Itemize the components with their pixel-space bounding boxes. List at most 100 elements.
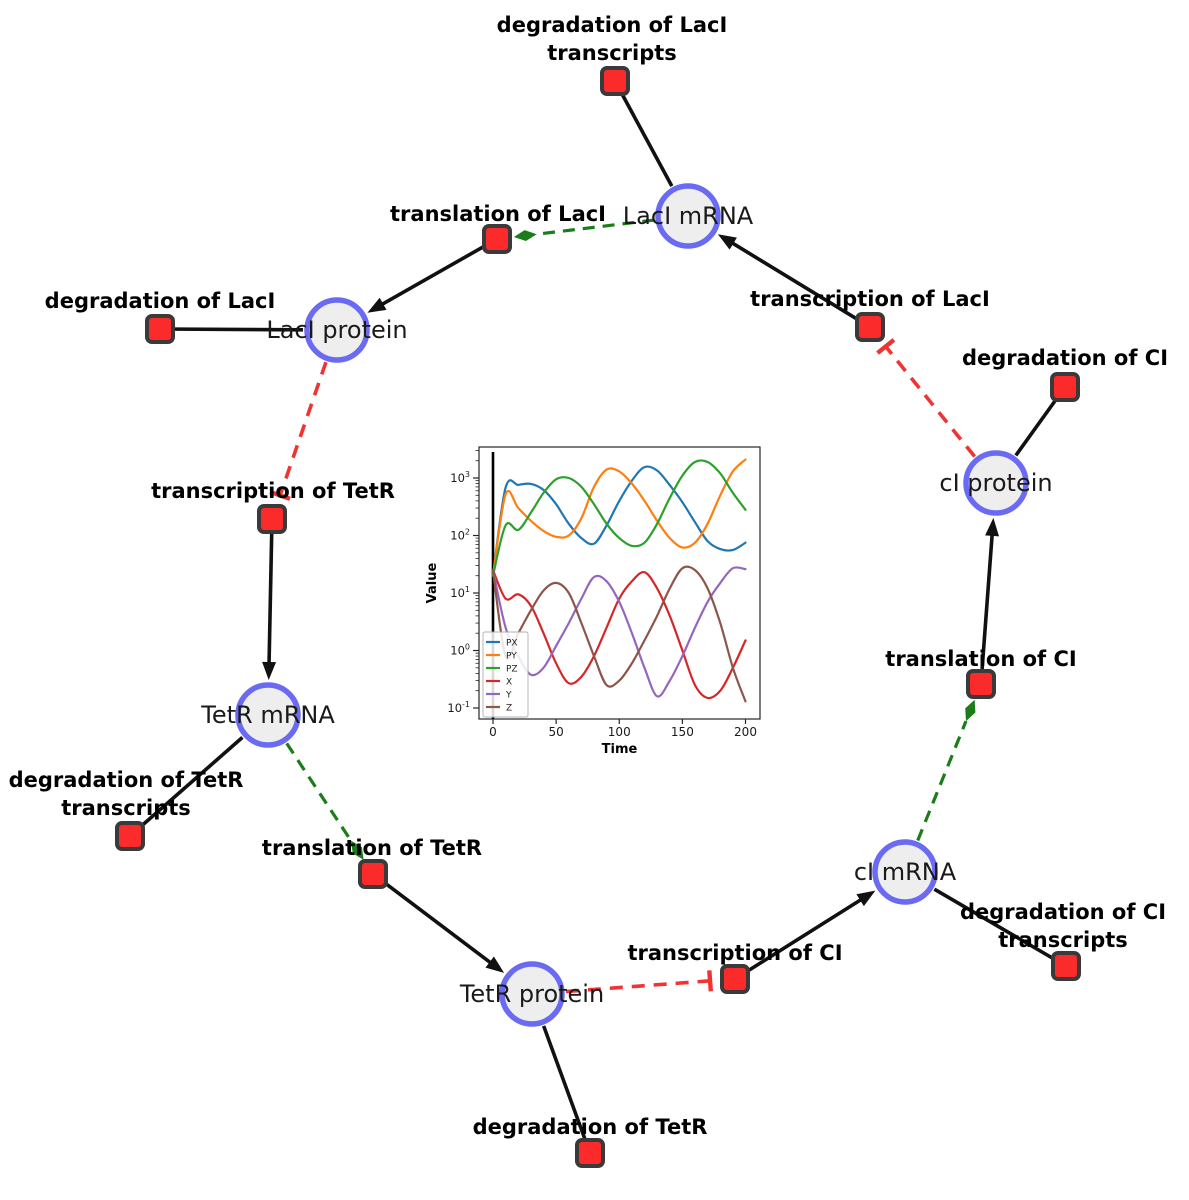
series-PZ	[491, 459, 747, 577]
reaction-node-deg_lacI[interactable]	[145, 314, 175, 344]
reaction-label-txn_lacI: transcription of LacI	[750, 287, 990, 311]
edge-cI_mRNA-transl_cI-diamond	[965, 699, 976, 722]
edge-txn_lacI-lacI_mRNA	[727, 238, 859, 321]
x-tick-label: 100	[608, 725, 631, 739]
edge-tetR_protein-deg_tetR	[541, 1025, 592, 1154]
series-X	[491, 569, 747, 700]
reaction-label-transl_tetR: translation of TetR	[262, 836, 482, 860]
species-label-cI_mRNA: cI mRNA	[854, 858, 957, 886]
edge-tetR_mRNA-deg_tetR_transcripts	[128, 736, 244, 838]
legend-label-X: X	[506, 678, 512, 688]
legend-label-Z: Z	[506, 704, 512, 714]
reaction-node-deg_cI[interactable]	[1050, 372, 1080, 402]
reaction-label-deg_tetR_transcripts: transcripts	[61, 796, 191, 820]
x-tick-label: 50	[548, 725, 563, 739]
species-label-cI_protein: cI protein	[939, 469, 1052, 497]
reaction-node-deg_lacI_transcripts[interactable]	[600, 66, 630, 96]
edge-transl_lacI-lacI_protein-arrowhead	[367, 297, 387, 313]
edge-lacI_mRNA-transl_lacI-diamond	[513, 230, 537, 242]
species-node-cI_protein[interactable]	[963, 450, 1029, 516]
x-tick-label: 150	[671, 725, 694, 739]
species-node-lacI_protein[interactable]	[304, 297, 370, 363]
edge-txn_tetR-tetR_mRNA-arrowhead	[262, 661, 277, 681]
edge-transl_tetR-tetR_protein	[383, 881, 496, 968]
reaction-node-transl_cI[interactable]	[966, 669, 996, 699]
x-tick-label: 0	[489, 725, 497, 739]
edge-txn_tetR-tetR_mRNA	[267, 533, 274, 669]
reaction-label-deg_lacI: degradation of LacI	[45, 289, 276, 313]
edge-lacI_protein-txn_tetR-tbar	[269, 489, 291, 501]
edge-tetR_mRNA-transl_tetR-diamond	[350, 840, 364, 860]
edge-tetR_protein-txn_cI	[565, 979, 711, 994]
series-Z	[491, 565, 747, 703]
y-tick-label: 100	[450, 643, 470, 658]
species-node-tetR_mRNA[interactable]	[235, 682, 301, 748]
edge-transl_cI-cI_protein	[980, 529, 995, 670]
nodes-layer	[115, 66, 1081, 1168]
legend-label-PZ: PZ	[506, 665, 518, 675]
reaction-label-deg_tetR: degradation of TetR	[473, 1115, 708, 1139]
edge-cI_protein-txn_lacI-tbar	[876, 338, 896, 355]
reaction-label-deg_tetR_transcripts: degradation of TetR	[9, 768, 244, 792]
reaction-label-deg_cI_transcripts: transcripts	[998, 928, 1128, 952]
y-tick-label: 101	[450, 585, 470, 600]
species-label-lacI_protein: LacI protein	[266, 316, 407, 344]
reaction-label-deg_lacI_transcripts: transcripts	[547, 41, 677, 65]
legend-label-Y: Y	[505, 691, 512, 701]
labels-layer: degradation of LacI transcripts translatio…	[9, 13, 1168, 1139]
x-tick-label: 200	[734, 725, 757, 739]
chart-curves	[491, 458, 747, 703]
edge-transl_tetR-tetR_protein-arrowhead	[485, 956, 505, 973]
species-label-tetR_protein: TetR protein	[459, 980, 604, 1008]
legend-label-PX: PX	[506, 639, 518, 649]
reaction-node-deg_tetR_transcripts[interactable]	[115, 821, 145, 851]
reaction-label-txn_tetR: transcription of TetR	[151, 479, 395, 503]
legend-box	[482, 631, 529, 718]
y-tick-label: 10-1	[447, 700, 470, 715]
legend-label-PY: PY	[506, 652, 517, 662]
series-PY	[491, 458, 747, 577]
species-label-tetR_mRNA: TetR mRNA	[200, 701, 335, 729]
edges-layer	[128, 80, 1067, 1154]
edge-transl_lacI-lacI_protein	[376, 244, 485, 309]
y-axis-label: Value	[425, 562, 440, 603]
edge-txn_lacI-lacI_mRNA-arrowhead	[717, 234, 737, 250]
reaction-node-deg_tetR[interactable]	[575, 1138, 605, 1168]
edge-lacI_protein-deg_lacI	[159, 327, 304, 332]
reaction-node-txn_lacI[interactable]	[855, 312, 885, 342]
y-tick-label: 103	[450, 470, 470, 485]
reaction-label-deg_cI: degradation of CI	[962, 346, 1168, 370]
edge-tetR_protein-txn_cI-tbar	[707, 970, 714, 992]
reaction-label-deg_cI_transcripts: degradation of CI	[960, 900, 1166, 924]
edge-cI_mRNA-transl_cI	[916, 720, 968, 842]
reaction-node-txn_tetR[interactable]	[257, 504, 287, 534]
edge-lacI_mRNA-deg_lacI_transcripts	[613, 80, 674, 187]
species-node-tetR_protein[interactable]	[499, 961, 565, 1027]
species-node-cI_mRNA[interactable]	[872, 839, 938, 905]
reaction-label-txn_cI: transcription of CI	[627, 941, 842, 965]
edge-txn_cI-cI_mRNA	[746, 895, 867, 973]
species-node-lacI_mRNA[interactable]	[655, 183, 721, 249]
edge-cI_protein-txn_lacI	[884, 345, 977, 458]
reaction-node-transl_lacI[interactable]	[482, 224, 512, 254]
series-PX	[491, 465, 747, 577]
reaction-node-transl_tetR[interactable]	[358, 859, 388, 889]
edge-transl_cI-cI_protein-arrowhead	[985, 517, 1000, 537]
reaction-label-transl_cI: translation of CI	[885, 647, 1076, 671]
reaction-label-transl_lacI: translation of LacI	[390, 202, 606, 226]
edge-txn_cI-cI_mRNA-arrowhead	[856, 890, 876, 907]
y-tick-label: 102	[450, 528, 470, 543]
series-Y	[491, 566, 747, 698]
edge-tetR_mRNA-transl_tetR	[285, 742, 353, 842]
chart-legend: PX PY PZ XYZ	[482, 631, 529, 718]
x-axis-label: Time	[602, 742, 638, 757]
species-label-lacI_mRNA: LacI mRNA	[623, 202, 754, 230]
edge-cI_mRNA-deg_cI_transcripts	[933, 887, 1067, 968]
reaction-node-deg_cI_transcripts[interactable]	[1051, 951, 1081, 981]
edge-lacI_protein-txn_tetR	[278, 361, 328, 496]
reaction-label-deg_lacI_transcripts: degradation of LacI	[497, 13, 728, 37]
reaction-node-txn_cI[interactable]	[720, 964, 750, 994]
